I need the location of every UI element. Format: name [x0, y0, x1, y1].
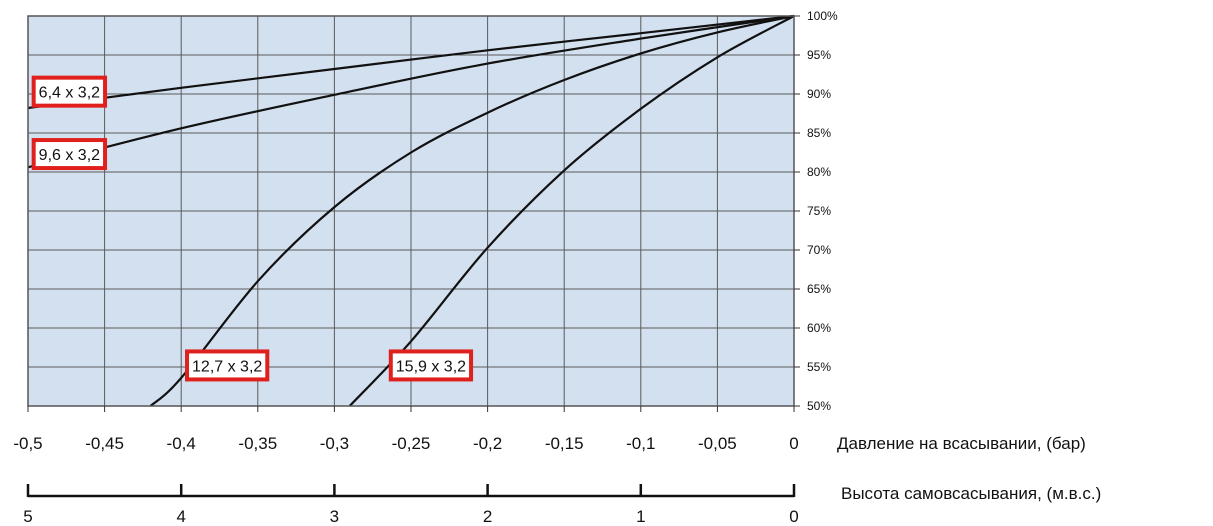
- curve-labels: 6,4 x 3,2 9,6 x 3,2 12,7 x 3,2 15,9 x 3,2: [31, 75, 474, 382]
- x-tick-label: -0,15: [545, 434, 584, 453]
- x2-tick-label: 1: [636, 507, 645, 526]
- x-axis-title: Давление на всасывании, (бар): [837, 434, 1086, 453]
- series-curves: [27, 14, 795, 407]
- x-tick-label: -0,4: [167, 434, 196, 453]
- x2-axis-title: Высота самовсасывания, (м.в.с.): [841, 484, 1101, 503]
- curve-label-box: [388, 349, 474, 382]
- x-tick-label: -0,5: [13, 434, 42, 453]
- y-tick-label: 70%: [807, 243, 831, 257]
- y-tick-label: 60%: [807, 321, 831, 335]
- x2-tick-label: 3: [330, 507, 339, 526]
- curve-label-text: 6,4 x 3,2: [39, 85, 100, 102]
- x2-tick-label: 5: [23, 507, 32, 526]
- x-axis-suction-height: 5 4 3 2 1 0: [23, 484, 799, 526]
- y-tick-label: 90%: [807, 87, 831, 101]
- series-line: [348, 15, 795, 407]
- curve-label: 6,4 x 3,2: [31, 75, 108, 108]
- y-tick-label: 100%: [807, 9, 838, 23]
- y-tick-label: 80%: [807, 165, 831, 179]
- x-tick-label: -0,45: [85, 434, 124, 453]
- x2-tick-label: 4: [176, 507, 185, 526]
- x-tick-label: -0,2: [473, 434, 502, 453]
- y-tick-label: 55%: [807, 360, 831, 374]
- x2-tick-label: 0: [789, 507, 798, 526]
- curve-label: 15,9 x 3,2: [388, 349, 474, 382]
- curve-label-box: [185, 349, 270, 382]
- x-tick-label: -0,3: [320, 434, 349, 453]
- x-axis-pressure: -0,5 -0,45 -0,4 -0,35 -0,3 -0,25 -0,2 -0,15 -0,1…: [13, 406, 799, 453]
- curve-label-text: 9,6 x 3,2: [39, 147, 100, 164]
- curve-label-text: 15,9 x 3,2: [396, 358, 466, 375]
- series-line: [27, 14, 795, 169]
- y-axis: 50% 55% 60% 65% 70% 75% 80% 85% 90% 95% 100%: [794, 9, 838, 413]
- curve-label: 9,6 x 3,2: [31, 138, 108, 171]
- x-tick-label: -0,1: [626, 434, 655, 453]
- curve-label: 12,7 x 3,2: [185, 349, 270, 382]
- y-tick-label: 50%: [807, 399, 831, 413]
- y-tick-label: 75%: [807, 204, 831, 218]
- series-line: [149, 14, 795, 407]
- x2-tick-label: 2: [483, 507, 492, 526]
- x-tick-label: -0,25: [392, 434, 431, 453]
- x-tick-label: -0,35: [238, 434, 277, 453]
- series-line: [27, 14, 795, 110]
- x-tick-label: 0: [789, 434, 798, 453]
- y-tick-label: 85%: [807, 126, 831, 140]
- curve-label-text: 12,7 x 3,2: [192, 358, 262, 375]
- x-tick-label: -0,05: [698, 434, 737, 453]
- y-tick-label: 65%: [807, 282, 831, 296]
- curve-label-box: [31, 138, 108, 171]
- curve-label-box: [31, 75, 108, 108]
- y-tick-label: 95%: [807, 48, 831, 62]
